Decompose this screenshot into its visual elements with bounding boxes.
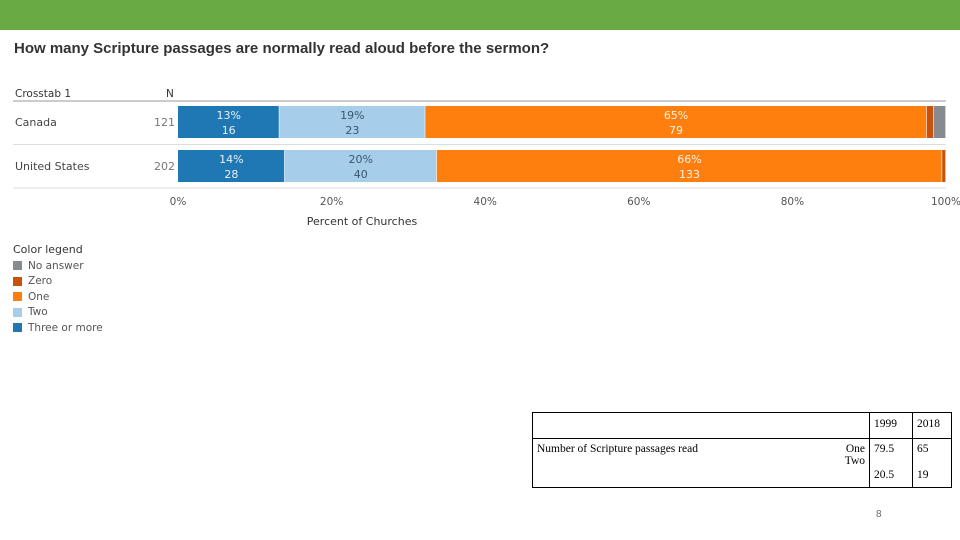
bar-percent-label: 13%	[216, 109, 240, 122]
category-label: Canada	[15, 116, 57, 129]
x-tick-label: 100%	[931, 196, 960, 208]
legend-item-zero: Zero	[13, 274, 103, 290]
comparison-table: 1999 2018 Number of Scripture passages r…	[532, 412, 952, 488]
bar-count-label: 40	[354, 168, 368, 181]
table-header-row: 1999 2018	[532, 412, 952, 439]
top-accent-bar	[0, 0, 960, 30]
legend-label: One	[28, 290, 50, 303]
legend-title: Color legend	[13, 243, 83, 256]
bar-segment	[942, 150, 946, 182]
bar-segment	[178, 106, 279, 138]
bar-percent-label: 65%	[664, 109, 688, 122]
legend-label: Zero	[28, 275, 53, 288]
option-one-label: One	[845, 443, 865, 455]
legend-label: No answer	[28, 259, 84, 272]
bar-count-label: 28	[224, 168, 238, 181]
x-tick-label: 60%	[627, 196, 650, 208]
bar-segment	[425, 106, 927, 138]
bar-segment	[436, 150, 942, 182]
bar-segment	[178, 150, 285, 182]
legend-label: Three or more	[28, 321, 103, 334]
slide-title: How many Scripture passages are normally…	[14, 40, 550, 57]
bar-percent-label: 20%	[349, 153, 373, 166]
bar-count-label: 133	[679, 168, 700, 181]
bar-percent-label: 66%	[677, 153, 701, 166]
legend-label: Two	[28, 306, 48, 319]
table-row-one: Number of Scripture passages read One Tw…	[533, 438, 952, 467]
x-tick-label: 80%	[781, 196, 804, 208]
legend-item-three-or-more: Three or more	[13, 320, 103, 336]
legend-swatch	[13, 261, 22, 271]
bar-count-label: 16	[222, 124, 236, 137]
bar-segment	[284, 150, 437, 182]
crosstab-header: Crosstab 1	[15, 88, 71, 100]
x-tick-label: 0%	[170, 196, 187, 208]
header-1999: 1999	[869, 412, 913, 439]
n-header: N	[166, 88, 174, 100]
x-tick-label: 20%	[320, 196, 343, 208]
cell-one-2018: 65	[912, 438, 952, 461]
legend-swatch	[13, 323, 22, 333]
stacked-bar-chart: Crosstab 1 N Canada 121 13% 16 19% 23 65% 79 Unite…	[13, 88, 960, 228]
legend-item-no-answer: No answer	[13, 258, 103, 274]
header-2018: 2018	[912, 412, 952, 439]
table-header-blank	[532, 412, 870, 439]
option-two-label: Two	[844, 455, 865, 467]
option-labels: One Two	[821, 439, 870, 488]
cell-two-2018: 19	[912, 460, 952, 488]
bar-segment	[279, 106, 425, 138]
legend-swatch	[13, 276, 22, 286]
page-number: 8	[876, 509, 882, 520]
row-label: Number of Scripture passages read	[537, 443, 698, 455]
color-legend: Color legend No answer Zero One Two Thre…	[13, 243, 103, 336]
bar-segment	[926, 106, 934, 138]
legend-item-one: One	[13, 289, 103, 305]
bar-percent-label: 14%	[219, 153, 243, 166]
legend-item-two: Two	[13, 305, 103, 321]
n-value: 202	[154, 160, 175, 173]
bar-count-label: 23	[345, 124, 359, 137]
x-axis-title: Percent of Churches	[307, 215, 418, 228]
table-row-two: 20.5 19	[533, 460, 952, 488]
category-label: United States	[15, 160, 90, 173]
cell-one-1999: 79.5	[869, 438, 913, 461]
legend-swatch	[13, 307, 22, 317]
bar-percent-label: 19%	[340, 109, 364, 122]
cell-two-1999: 20.5	[869, 460, 913, 488]
legend-swatch	[13, 292, 22, 302]
n-value: 121	[154, 116, 175, 129]
bar-count-label: 79	[669, 124, 683, 137]
bar-segment	[933, 106, 946, 138]
x-tick-label: 40%	[474, 196, 497, 208]
